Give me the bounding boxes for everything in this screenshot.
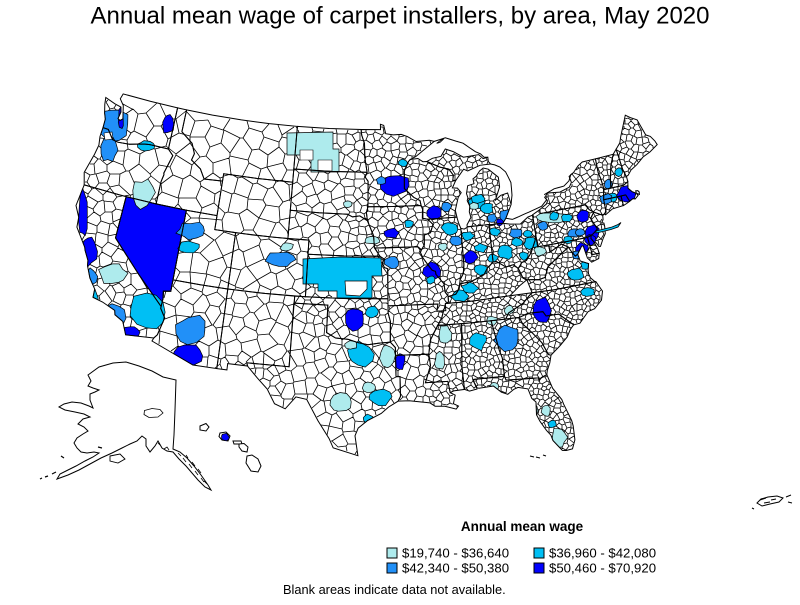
svg-text:$19,740 - $36,640: $19,740 - $36,640	[402, 546, 509, 561]
svg-text:Annual mean wage: Annual mean wage	[461, 519, 584, 534]
svg-text:Annual mean wage of carpet ins: Annual mean wage of carpet installers, b…	[90, 3, 709, 30]
svg-text:$50,460 - $70,920: $50,460 - $70,920	[549, 561, 656, 576]
svg-text:Blank areas indicate data not: Blank areas indicate data not available.	[283, 582, 506, 597]
svg-text:$36,960 - $42,080: $36,960 - $42,080	[549, 546, 656, 561]
svg-text:$42,340 - $50,380: $42,340 - $50,380	[402, 561, 509, 576]
